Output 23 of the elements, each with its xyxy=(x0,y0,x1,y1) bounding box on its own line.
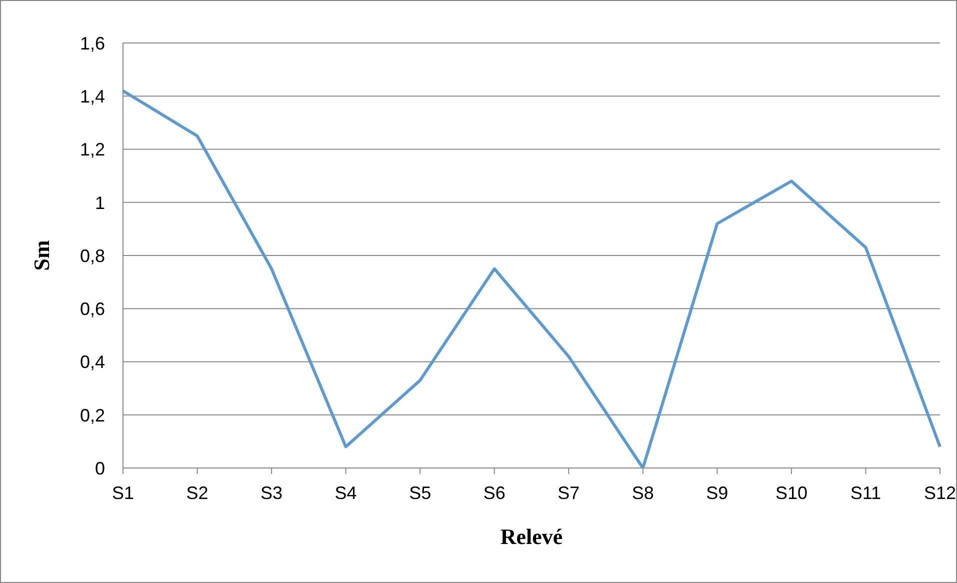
x-tick-label: S10 xyxy=(775,482,808,503)
y-axis-title: Sm xyxy=(28,240,54,271)
y-tick-label: 1,2 xyxy=(80,140,105,160)
x-tick-label: S3 xyxy=(260,482,283,503)
x-axis-title: Relevé xyxy=(500,524,563,549)
x-tick-label: S7 xyxy=(558,482,580,503)
y-tick-label: 1,6 xyxy=(80,33,105,54)
y-tick-label: 0 xyxy=(94,458,105,478)
x-tick-label: S6 xyxy=(483,482,506,503)
x-tick-label: S12 xyxy=(924,482,956,503)
x-tick-label: S2 xyxy=(186,482,208,503)
y-tick-label: 1 xyxy=(94,192,105,213)
x-tick-label: S8 xyxy=(632,482,654,503)
x-tick-label: S11 xyxy=(850,482,882,503)
x-tick-label: S4 xyxy=(334,482,357,503)
x-tick-label: S5 xyxy=(409,482,432,503)
x-tick-label: S1 xyxy=(112,482,134,503)
y-tick-label: 0,6 xyxy=(80,299,105,320)
y-tick-label: 1,4 xyxy=(80,86,105,107)
y-tick-label: 0,4 xyxy=(80,352,105,372)
y-tick-label: 0,2 xyxy=(80,405,105,426)
y-tick-label: 0,8 xyxy=(80,246,105,266)
x-tick-label: S9 xyxy=(706,482,728,503)
